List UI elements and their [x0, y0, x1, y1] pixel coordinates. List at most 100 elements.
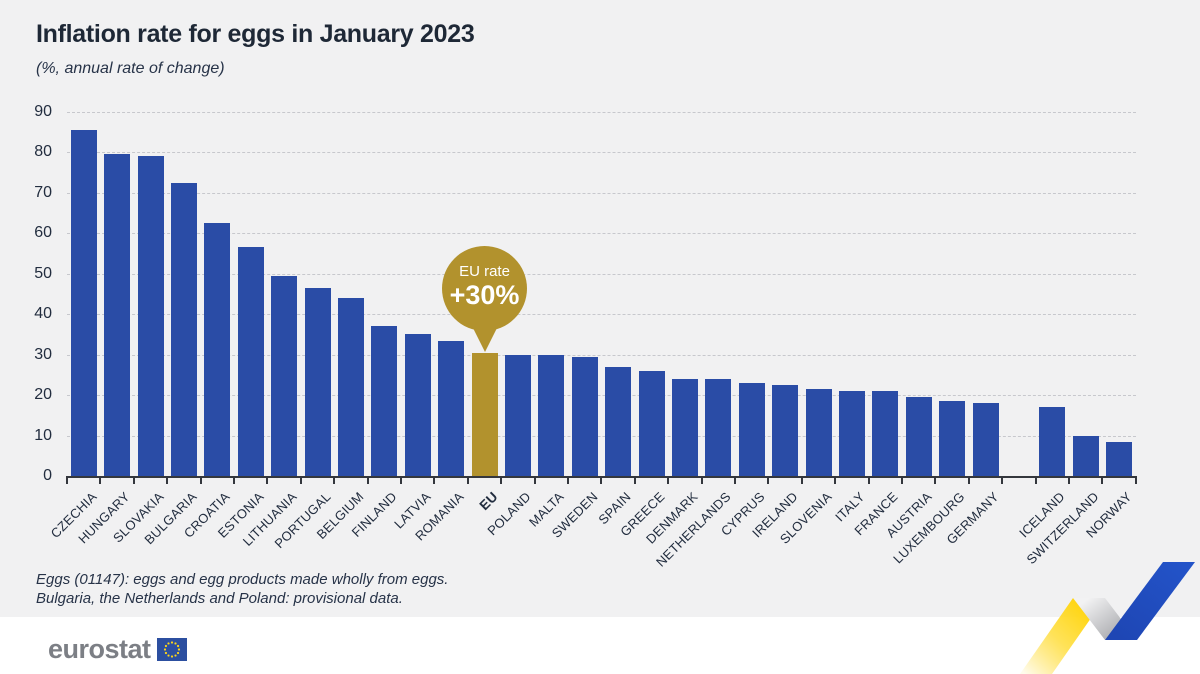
eu-rate-callout-label: EU rate — [459, 263, 510, 280]
axis-tick — [901, 478, 903, 484]
axis-tick — [299, 478, 302, 484]
y-axis-label-80: 80 — [34, 143, 52, 161]
footer-strip — [0, 617, 1200, 674]
bar-netherlands — [705, 378, 732, 476]
bar-chart: 0 10 20 30 40 50 60 70 80 90 CZECHIA HUNGARY SLOVAKI… — [34, 103, 1137, 570]
bar-norway — [1106, 441, 1133, 476]
y-axis-label-30: 30 — [34, 345, 52, 363]
bar-czechia — [70, 130, 97, 476]
eurostat-ribbon-icon — [1020, 562, 1195, 674]
axis-tick — [1134, 478, 1137, 484]
axis-tick — [700, 478, 703, 484]
axis-tick — [800, 478, 803, 484]
axis-tick — [934, 478, 937, 484]
axis-tick — [500, 478, 503, 484]
x-axis-label-eu: EU — [475, 489, 501, 514]
axis-tick — [1068, 478, 1070, 484]
axis-tick — [333, 478, 336, 484]
bar-latvia — [404, 334, 431, 476]
bar-denmark — [671, 378, 698, 476]
footnote-line-2: Bulgaria, the Netherlands and Poland: pr… — [36, 590, 403, 607]
y-axis-label-0: 0 — [43, 467, 52, 484]
bar-croatia — [204, 223, 231, 476]
bar-portugal — [304, 287, 331, 476]
axis-tick — [967, 478, 970, 484]
bar-sweden — [571, 356, 598, 476]
bar-romania — [438, 340, 465, 476]
axis-tick — [266, 478, 269, 484]
infographic-background — [0, 0, 1200, 617]
y-axis-label-60: 60 — [34, 224, 52, 242]
eu-flag-icon — [156, 638, 187, 661]
axis-tick — [633, 478, 636, 484]
bar-luxembourg — [939, 401, 966, 476]
bar-finland — [371, 326, 398, 476]
bar-austria — [905, 397, 932, 476]
axis-tick — [1101, 478, 1104, 484]
axis-tick — [767, 478, 770, 484]
bar-germany — [972, 403, 999, 476]
axis-tick — [166, 478, 169, 484]
axis-tick — [400, 478, 402, 484]
gridline-20 — [67, 395, 1136, 397]
y-axis-label-70: 70 — [34, 183, 52, 201]
bar-france — [872, 391, 899, 476]
gridline-10 — [67, 435, 1136, 437]
bar-italy — [838, 391, 865, 476]
axis-tick — [1034, 478, 1037, 484]
gridline-70 — [67, 192, 1136, 194]
bar-slovenia — [805, 389, 832, 476]
axis-tick — [667, 478, 670, 484]
eu-rate-callout-pointer-icon — [470, 322, 500, 352]
x-axis-line — [66, 476, 1137, 478]
bar-spain — [605, 366, 632, 476]
bar-estonia — [237, 247, 264, 476]
axis-tick — [567, 478, 569, 484]
eu-rate-callout: EU rate +30% — [442, 246, 527, 356]
gridline-80 — [67, 152, 1136, 154]
bar-poland — [504, 354, 531, 476]
bar-iceland — [1039, 407, 1066, 476]
footnote-line-1: Eggs (01147): eggs and egg products made… — [36, 571, 449, 588]
axis-tick — [66, 478, 68, 484]
bar-ireland — [772, 385, 799, 476]
y-axis-label-90: 90 — [34, 103, 52, 120]
y-axis-label-10: 10 — [34, 426, 52, 444]
y-axis-label-40: 40 — [34, 305, 52, 323]
bar-eu — [471, 353, 498, 476]
axis-tick — [233, 478, 235, 484]
axis-tick — [433, 478, 436, 484]
axis-tick — [99, 478, 102, 484]
axis-tick — [834, 478, 837, 484]
axis-tick — [199, 478, 202, 484]
bar-hungary — [104, 154, 131, 476]
gridline-40 — [67, 314, 1136, 316]
gridline-50 — [67, 273, 1136, 275]
gridline-90 — [67, 112, 1136, 113]
axis-tick — [466, 478, 469, 484]
bar-lithuania — [271, 275, 298, 476]
bar-greece — [638, 370, 665, 476]
gridline-30 — [67, 354, 1136, 356]
axis-tick — [533, 478, 536, 484]
bar-switzerland — [1072, 435, 1099, 476]
bar-bulgaria — [170, 182, 197, 476]
chart-subtitle: (%, annual rate of change) — [36, 60, 225, 77]
page-title: Inflation rate for eggs in January 2023 — [36, 20, 475, 48]
bar-slovakia — [137, 156, 164, 476]
footnotes: Eggs (01147): eggs and egg products made… — [36, 570, 448, 608]
eu-rate-callout-value: +30% — [449, 280, 520, 310]
eu-rate-callout-bubble: EU rate +30% — [442, 246, 527, 331]
y-axis-label-50: 50 — [34, 264, 52, 282]
bar-cyprus — [738, 382, 765, 476]
axis-tick — [734, 478, 736, 484]
axis-tick — [1001, 478, 1004, 484]
bar-malta — [538, 354, 565, 476]
axis-tick — [600, 478, 603, 484]
axis-tick — [366, 478, 369, 484]
gridline-60 — [67, 233, 1136, 235]
axis-tick — [867, 478, 870, 484]
eurostat-logo: eurostat — [48, 634, 187, 665]
eurostat-logo-text: eurostat — [48, 634, 151, 664]
bar-belgium — [337, 298, 364, 476]
